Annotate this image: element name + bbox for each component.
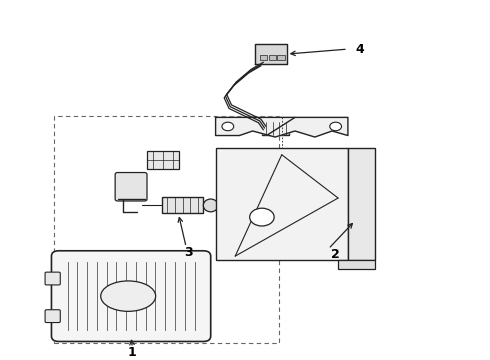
Polygon shape xyxy=(255,45,287,64)
Circle shape xyxy=(222,122,234,131)
Polygon shape xyxy=(216,117,348,137)
Bar xyxy=(262,122,289,135)
Text: 3: 3 xyxy=(184,246,193,259)
Bar xyxy=(269,55,276,60)
FancyBboxPatch shape xyxy=(51,251,211,342)
Bar xyxy=(338,260,375,269)
Text: 2: 2 xyxy=(331,248,340,261)
FancyBboxPatch shape xyxy=(45,272,60,285)
Bar xyxy=(162,197,203,213)
Ellipse shape xyxy=(203,199,218,212)
Circle shape xyxy=(249,208,274,226)
Bar xyxy=(54,116,279,343)
FancyBboxPatch shape xyxy=(115,172,147,201)
Circle shape xyxy=(330,122,342,131)
Text: 1: 1 xyxy=(128,346,137,359)
FancyBboxPatch shape xyxy=(45,310,60,323)
Bar xyxy=(147,151,179,169)
Bar xyxy=(216,148,348,260)
Bar xyxy=(277,55,285,60)
Bar xyxy=(260,55,267,60)
Text: 4: 4 xyxy=(355,42,364,55)
Ellipse shape xyxy=(101,281,156,311)
Bar xyxy=(348,148,375,260)
